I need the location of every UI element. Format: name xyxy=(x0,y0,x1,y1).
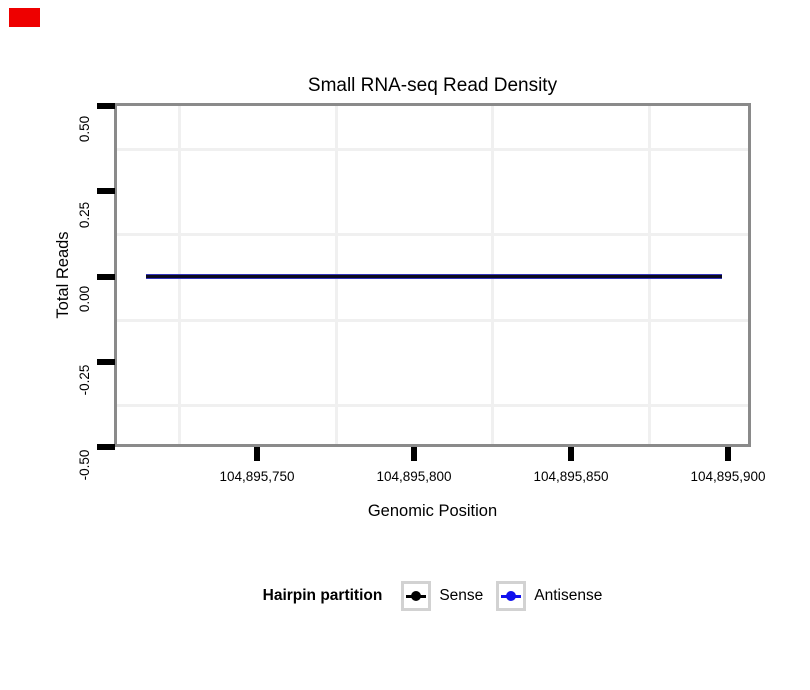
x-axis-title: Genomic Position xyxy=(367,502,498,520)
antisense-point-icon xyxy=(506,591,517,601)
y-tick-mark xyxy=(97,444,115,450)
x-tick-mark xyxy=(411,447,417,461)
sense-point-icon xyxy=(411,591,422,601)
legend-label-antisense: Antisense xyxy=(534,587,603,604)
y-axis-title: Total Reads xyxy=(54,231,72,319)
x-tick-label: 104,895,750 xyxy=(219,469,295,484)
x-tick-mark xyxy=(254,447,260,461)
y-tick-label: 0.50 xyxy=(77,115,92,143)
sense-line-core xyxy=(146,275,722,278)
gridline-horizontal xyxy=(117,233,748,236)
x-tick-mark xyxy=(725,447,731,461)
y-tick-label: -0.25 xyxy=(77,364,92,396)
y-tick-label: 0.00 xyxy=(77,285,92,313)
x-tick-label: 104,895,850 xyxy=(533,469,609,484)
chart-title: Small RNA-seq Read Density xyxy=(307,75,558,96)
y-tick-mark xyxy=(97,103,115,109)
antisense-line-edge xyxy=(146,278,722,279)
x-tick-label: 104,895,900 xyxy=(690,469,766,484)
antisense-line-edge xyxy=(146,274,722,275)
legend-key-sense xyxy=(401,581,432,611)
y-tick-label: -0.50 xyxy=(77,449,92,481)
y-tick-mark xyxy=(97,188,115,194)
x-tick-mark xyxy=(568,447,574,461)
y-tick-label: 0.25 xyxy=(77,201,92,229)
legend: Hairpin partition Sense Antisense xyxy=(114,579,751,613)
x-tick-label: 104,895,800 xyxy=(376,469,452,484)
legend-key-antisense xyxy=(496,581,527,611)
data-series-line xyxy=(146,274,722,279)
red-rectangle-marker xyxy=(9,8,40,27)
legend-title: Hairpin partition xyxy=(262,587,383,604)
legend-label-sense: Sense xyxy=(439,587,484,604)
y-tick-mark xyxy=(97,359,115,365)
gridline-horizontal xyxy=(117,404,748,407)
y-tick-mark xyxy=(97,274,115,280)
gridline-horizontal xyxy=(117,148,748,151)
gridline-horizontal xyxy=(117,319,748,322)
